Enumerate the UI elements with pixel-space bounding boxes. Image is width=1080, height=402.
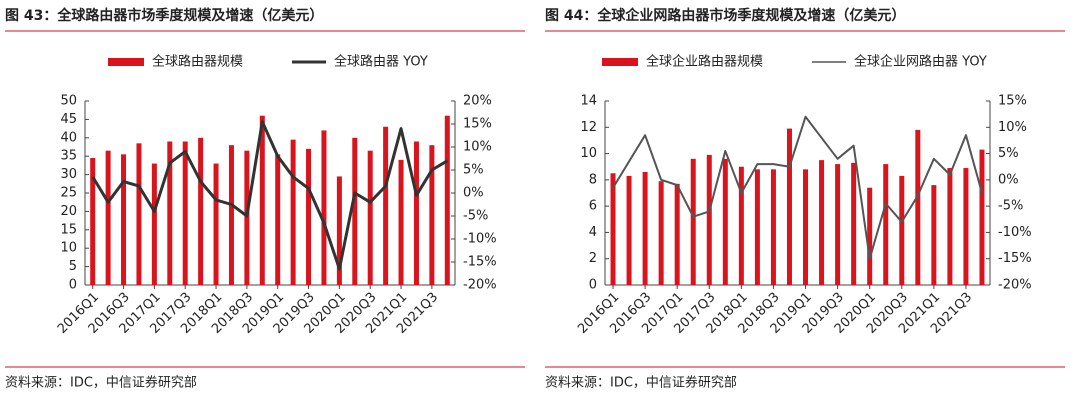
bar	[947, 168, 953, 285]
bar	[444, 115, 450, 285]
y-tick-label: 0	[589, 278, 597, 293]
bar	[321, 130, 327, 285]
bar	[259, 115, 265, 285]
y2-tick-label: 5%	[463, 163, 484, 178]
bar	[429, 145, 435, 285]
line	[91, 120, 449, 271]
bar	[383, 126, 389, 285]
y-tick-label: 45	[60, 112, 77, 127]
bar	[352, 137, 358, 285]
y2-tick-label: -5%	[463, 209, 488, 224]
legend-swatch	[108, 58, 144, 66]
y2-tick-label: 0%	[463, 186, 484, 201]
bar	[367, 150, 373, 285]
bar	[819, 160, 825, 285]
bar	[182, 141, 188, 285]
bar	[642, 171, 648, 285]
y2-tick-label: -10%	[998, 225, 1032, 240]
y2-tick-label: -20%	[463, 278, 497, 293]
y-tick-label: 2	[589, 251, 597, 266]
y-tick-label: 4	[589, 225, 597, 240]
bar	[105, 150, 111, 285]
bar	[931, 185, 937, 285]
bar	[722, 158, 728, 285]
y2-tick-label: 10%	[998, 120, 1027, 135]
y-tick-label: 50	[60, 94, 77, 109]
chart-title: 图 43：全球路由器市场季度规模及增速（亿美元）	[5, 7, 323, 24]
y-tick-label: 14	[580, 94, 597, 109]
bar	[754, 169, 760, 285]
bar	[738, 166, 744, 285]
source: 资料来源：IDC，中信证券研究部	[545, 375, 737, 391]
y-tick-label: 10	[60, 241, 77, 256]
bar	[690, 158, 696, 285]
legend-label: 全球路由器规模	[152, 54, 243, 70]
legend-label: 全球企业网路由器 YOY	[854, 54, 987, 70]
y-tick-label: 6	[589, 199, 597, 214]
y-tick-label: 35	[60, 149, 77, 164]
y2-tick-label: -15%	[463, 255, 497, 270]
bar	[883, 164, 889, 285]
bar	[336, 176, 342, 285]
bar	[151, 163, 157, 285]
y2-tick-label: -10%	[463, 232, 497, 247]
legend-swatch	[602, 58, 638, 66]
y2-tick-label: -20%	[998, 278, 1032, 293]
chart-title: 图 44：全球企业网路由器市场季度规模及增速（亿美元）	[545, 7, 905, 24]
bar	[899, 175, 905, 285]
bar	[121, 154, 127, 285]
bar	[213, 163, 219, 285]
bar	[786, 128, 792, 285]
bar	[867, 187, 873, 285]
bar	[136, 143, 142, 285]
bar	[290, 139, 296, 285]
bar	[674, 183, 680, 285]
y-tick-label: 25	[60, 186, 77, 201]
y-tick-label: 40	[60, 130, 77, 145]
line	[612, 115, 983, 260]
bar	[658, 181, 664, 285]
y-tick-label: 15	[60, 222, 77, 237]
bar	[835, 164, 841, 285]
y-tick-label: 10	[580, 146, 597, 161]
y2-tick-label: 0%	[998, 172, 1019, 187]
legend-label: 全球路由器 YOY	[334, 54, 428, 70]
bar	[413, 141, 419, 285]
y2-tick-label: -5%	[998, 199, 1023, 214]
bar	[228, 145, 234, 285]
bar	[275, 154, 281, 285]
bar	[198, 137, 204, 285]
y-tick-label: 5	[69, 259, 77, 274]
bar	[706, 154, 712, 285]
bar	[610, 173, 616, 285]
y-tick-label: 30	[60, 167, 77, 182]
bar	[770, 169, 776, 285]
bar	[626, 175, 632, 285]
y2-tick-label: 15%	[463, 117, 492, 132]
bar	[244, 150, 250, 285]
y2-tick-label: 10%	[463, 140, 492, 155]
bar	[167, 141, 173, 285]
y-tick-label: 12	[580, 120, 597, 135]
y2-tick-label: 5%	[998, 146, 1019, 161]
y-tick-label: 0	[69, 278, 77, 293]
bar	[979, 149, 985, 285]
y2-tick-label: -15%	[998, 251, 1032, 266]
source: 资料来源：IDC，中信证券研究部	[5, 375, 197, 391]
legend-label: 全球企业路由器规模	[646, 54, 763, 70]
bar	[851, 162, 857, 285]
bar	[398, 159, 404, 285]
bar	[90, 158, 96, 285]
bar	[306, 148, 312, 285]
bar	[915, 129, 921, 285]
y2-tick-label: 15%	[998, 94, 1027, 109]
bar	[803, 169, 809, 285]
y-tick-label: 20	[60, 204, 77, 219]
y2-tick-label: 20%	[463, 94, 492, 109]
y-tick-label: 8	[589, 172, 597, 187]
bar	[963, 168, 969, 285]
